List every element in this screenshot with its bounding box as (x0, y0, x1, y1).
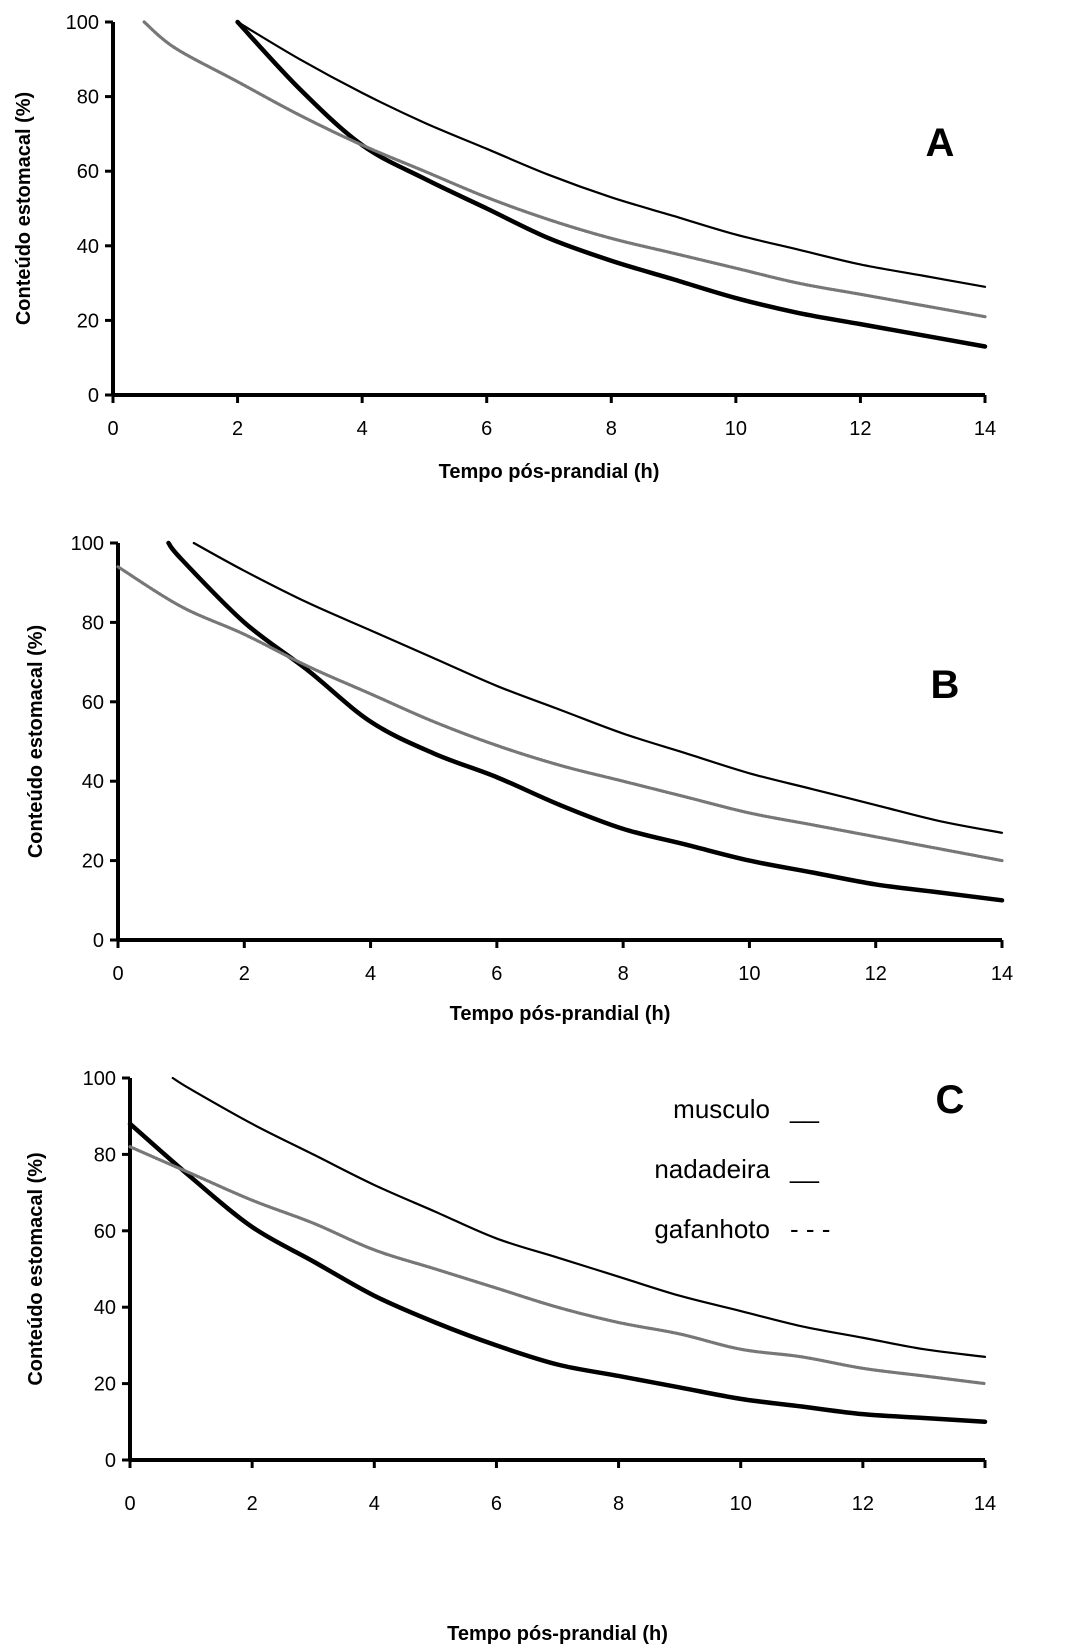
y-tick-label: 60 (94, 1221, 116, 1243)
series-line-nadadeira (236, 20, 987, 288)
x-tick-label: 14 (974, 1493, 996, 1515)
legend-label: musculo (673, 1094, 770, 1124)
series-line-musculo (166, 540, 1005, 903)
x-tick-label: 0 (124, 1493, 135, 1515)
y-tick-label: 80 (77, 87, 99, 109)
legend-marker: __ (789, 1154, 819, 1184)
x-tick-label: 2 (232, 418, 243, 440)
y-tick-label: 100 (83, 1068, 116, 1090)
legend: musculo __ nadadeira __ gafanhoto - - - (654, 1094, 830, 1244)
series-line-musculo (127, 1121, 988, 1425)
series-line-gafanhoto (116, 565, 1004, 863)
panel-label: C (936, 1078, 965, 1122)
series-line-gafanhoto (128, 1145, 987, 1386)
y-tick-label: 0 (93, 930, 104, 952)
legend-label: gafanhoto (654, 1214, 770, 1244)
x-tick-label: 0 (112, 963, 123, 985)
y-tick-label: 40 (94, 1297, 116, 1319)
series-line-gafanhoto (142, 20, 987, 319)
x-tick-label: 10 (730, 1493, 752, 1515)
x-axis-title: Tempo pós-prandial (h) (439, 461, 660, 483)
y-tick-label: 20 (82, 851, 104, 873)
y-tick-label: 20 (77, 310, 99, 332)
y-tick-label: 80 (94, 1144, 116, 1166)
y-tick-label: 100 (66, 12, 99, 34)
x-axis-title: Tempo pós-prandial (h) (447, 1623, 668, 1645)
x-tick-label: 14 (991, 963, 1013, 985)
x-tick-label: 12 (852, 1493, 874, 1515)
y-tick-label: 60 (82, 692, 104, 714)
panel-label: A (926, 121, 955, 165)
panel-label: B (931, 663, 960, 707)
series-line-musculo (235, 19, 988, 349)
y-tick-label: 40 (77, 236, 99, 258)
x-tick-label: 12 (849, 418, 871, 440)
y-axis-title: Conteúdo estomacal (%) (25, 1152, 47, 1385)
y-tick-label: 0 (105, 1450, 116, 1472)
y-tick-label: 60 (77, 161, 99, 183)
x-axis-title: Tempo pós-prandial (h) (450, 1003, 671, 1025)
legend-label: nadadeira (654, 1154, 770, 1184)
x-tick-label: 6 (481, 418, 492, 440)
x-tick-label: 6 (491, 963, 502, 985)
chart-panel-A: 0 20 40 60 80 100 0 2 4 6 8 10 12 14 Tempo pós-prandia… (13, 12, 996, 483)
series-line-nadadeira (171, 1076, 987, 1358)
y-axis-title: Conteúdo estomacal (%) (13, 92, 35, 325)
x-tick-label: 8 (618, 963, 629, 985)
x-tick-label: 10 (725, 418, 747, 440)
y-tick-label: 20 (94, 1374, 116, 1396)
x-tick-label: 8 (613, 1493, 624, 1515)
x-tick-label: 2 (239, 963, 250, 985)
chart-panel-B: 0 20 40 60 80 100 0 2 4 6 8 10 12 14 Tempo pós-prandia… (25, 533, 1013, 1025)
y-tick-label: 100 (71, 533, 104, 555)
x-tick-label: 10 (738, 963, 760, 985)
y-axis-title: Conteúdo estomacal (%) (25, 625, 47, 858)
chart-panel-C: 0 20 40 60 80 100 0 2 4 6 8 10 12 14 Tempo pós-prandia… (25, 1068, 996, 1645)
x-tick-label: 8 (606, 418, 617, 440)
y-tick-label: 40 (82, 771, 104, 793)
legend-marker: - - - (790, 1214, 830, 1244)
y-tick-label: 0 (88, 385, 99, 407)
x-tick-label: 12 (865, 963, 887, 985)
series-line-nadadeira (192, 541, 1004, 834)
x-tick-label: 0 (107, 418, 118, 440)
x-tick-label: 2 (247, 1493, 258, 1515)
x-tick-label: 4 (357, 418, 368, 440)
x-tick-label: 14 (974, 418, 996, 440)
legend-marker: __ (789, 1094, 819, 1124)
y-tick-label: 80 (82, 612, 104, 634)
x-tick-label: 4 (369, 1493, 380, 1515)
x-tick-label: 6 (491, 1493, 502, 1515)
x-tick-label: 4 (365, 963, 376, 985)
